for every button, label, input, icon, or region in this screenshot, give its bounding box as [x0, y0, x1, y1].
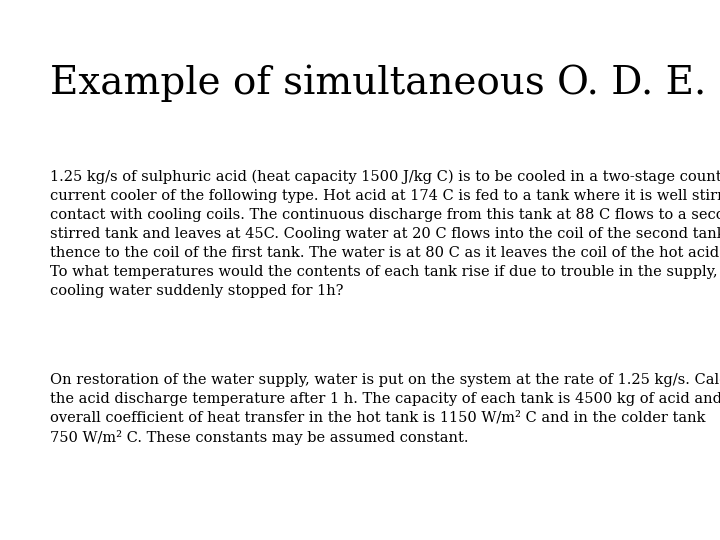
Text: 1.25 kg/s of sulphuric acid (heat capacity 1500 J/kg C) is to be cooled in a two: 1.25 kg/s of sulphuric acid (heat capaci… — [50, 170, 720, 298]
Text: On restoration of the water supply, water is put on the system at the rate of 1.: On restoration of the water supply, wate… — [50, 373, 720, 445]
Text: Example of simultaneous O. D. E. s: Example of simultaneous O. D. E. s — [50, 65, 720, 102]
